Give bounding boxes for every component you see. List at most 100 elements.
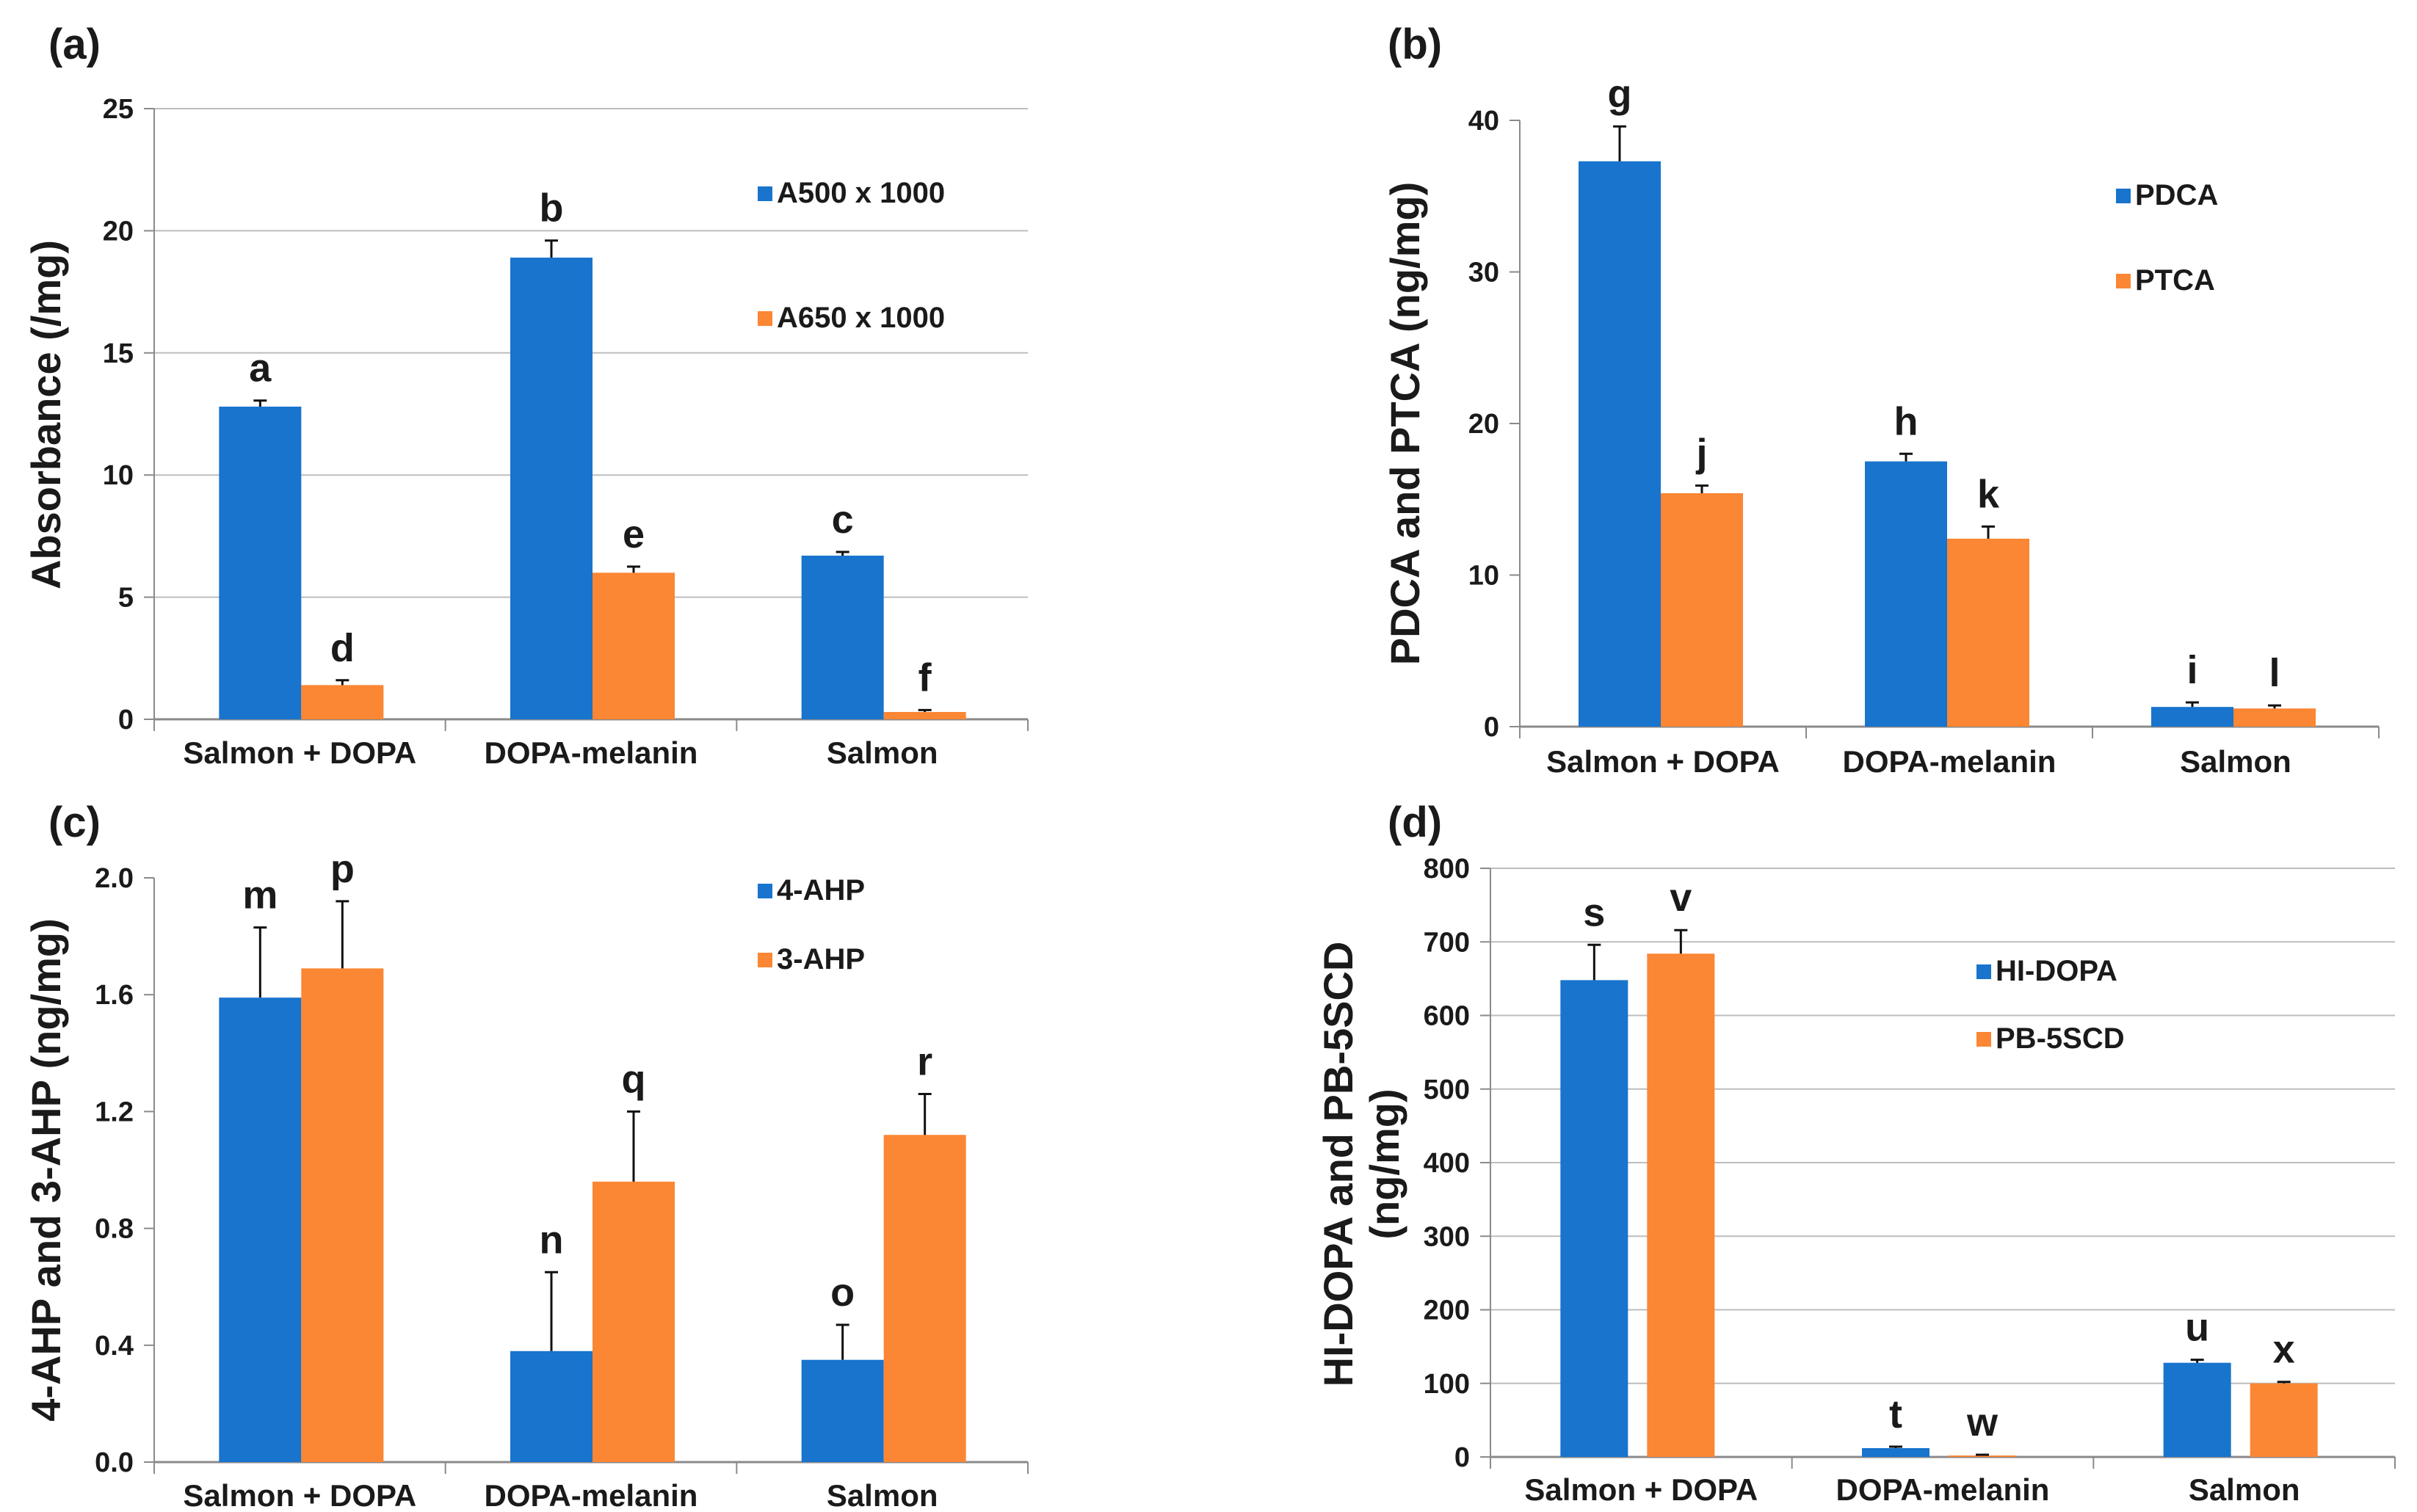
x-tick-label: DOPA-melanin bbox=[485, 1478, 698, 1512]
y-tick-label: 0 bbox=[1484, 712, 1499, 743]
legend-label: 3-AHP bbox=[777, 943, 865, 975]
significance-letter: c bbox=[832, 498, 854, 542]
y-tick-label: 10 bbox=[103, 460, 134, 491]
significance-letter: m bbox=[242, 873, 278, 917]
legend-label: A650 x 1000 bbox=[777, 302, 945, 334]
legend-swatch bbox=[758, 186, 772, 201]
y-tick-label: 800 bbox=[1424, 854, 1470, 884]
y-tick-label: 25 bbox=[103, 94, 134, 125]
y-tick-label: 20 bbox=[1468, 409, 1499, 440]
legend-label: HI-DOPA bbox=[1996, 955, 2117, 987]
y-tick-label: 700 bbox=[1424, 927, 1470, 958]
bar bbox=[510, 258, 593, 719]
chart-panel-d: (d) 0 100 200 300 400 500 600 700 800 Salmon + DOP… bbox=[1315, 799, 2396, 1507]
y-tick-label: 10 bbox=[1468, 561, 1499, 592]
legend-label: PTCA bbox=[2135, 264, 2215, 297]
significance-letter: a bbox=[249, 346, 272, 390]
bar bbox=[1949, 1455, 2016, 1457]
y-tick-label: 400 bbox=[1424, 1148, 1470, 1179]
y-tick-label: 200 bbox=[1424, 1295, 1470, 1326]
y-tick-label: 0.4 bbox=[95, 1331, 134, 1362]
x-tick-label: Salmon + DOPA bbox=[183, 735, 416, 770]
y-tick-label: 15 bbox=[103, 338, 134, 369]
y-tick-label: 0.8 bbox=[95, 1214, 134, 1245]
x-tick-label: Salmon bbox=[827, 1478, 938, 1512]
bar bbox=[883, 1135, 966, 1462]
panel-label: (b) bbox=[1388, 21, 1442, 68]
legend-swatch bbox=[758, 311, 772, 326]
x-tick-label: DOPA-melanin bbox=[1836, 1472, 2050, 1507]
bar bbox=[510, 1351, 593, 1462]
significance-letter: b bbox=[540, 186, 564, 230]
y-axis-label: Absorbance (/mg) bbox=[23, 240, 69, 589]
significance-letter: l bbox=[2269, 651, 2280, 695]
significance-letter: x bbox=[2273, 1328, 2295, 1372]
y-tick-label: 1.6 bbox=[95, 980, 134, 1011]
significance-letter: i bbox=[2186, 648, 2197, 692]
bar bbox=[883, 712, 966, 719]
x-tick-label: Salmon + DOPA bbox=[1546, 744, 1780, 779]
x-tick-label: DOPA-melanin bbox=[485, 735, 698, 770]
chart-panel-c: (c) 0.0 0.4 0.8 1.2 1.6 2.0 Salmon + DOPA DOPA-m… bbox=[23, 799, 1029, 1512]
bar bbox=[1560, 980, 1628, 1457]
bar bbox=[219, 407, 302, 719]
panel-label: (d) bbox=[1388, 799, 1442, 846]
legend-swatch bbox=[2116, 274, 2131, 288]
legend-label: PB-5SCD bbox=[1996, 1022, 2125, 1055]
bar bbox=[2151, 707, 2233, 727]
chart-panel-a: (a) 0 5 10 15 20 25 Salmon + DOPA DOPA-melanin Sa… bbox=[23, 21, 1029, 770]
legend-swatch bbox=[1976, 964, 1991, 979]
x-tick-label: Salmon bbox=[2189, 1472, 2300, 1507]
bar bbox=[1947, 538, 2029, 727]
y-tick-label: 0 bbox=[118, 705, 134, 735]
y-axis-label: (ng/mg) bbox=[1361, 1088, 1407, 1239]
significance-letter: o bbox=[830, 1271, 855, 1315]
legend-swatch bbox=[1976, 1032, 1991, 1047]
bar bbox=[1661, 493, 1743, 727]
significance-letter: t bbox=[1889, 1392, 1902, 1436]
significance-letter: q bbox=[622, 1057, 646, 1101]
x-tick-label: Salmon + DOPA bbox=[1524, 1472, 1758, 1507]
legend-label: 4-AHP bbox=[777, 874, 865, 906]
bar bbox=[301, 685, 384, 719]
significance-letter: r bbox=[917, 1040, 932, 1084]
panel-label: (a) bbox=[48, 21, 101, 68]
significance-letter: k bbox=[1977, 472, 2000, 516]
bar bbox=[593, 1181, 675, 1462]
x-tick-label: Salmon bbox=[2180, 744, 2291, 779]
legend-label: PDCA bbox=[2135, 179, 2218, 211]
significance-letter: s bbox=[1583, 890, 1605, 934]
bar bbox=[801, 1359, 884, 1462]
bar bbox=[1579, 161, 1661, 727]
x-tick-label: DOPA-melanin bbox=[1843, 744, 2057, 779]
significance-letter: u bbox=[2185, 1306, 2209, 1350]
y-tick-label: 300 bbox=[1424, 1221, 1470, 1252]
panel-label: (c) bbox=[48, 799, 101, 846]
y-tick-label: 0 bbox=[1454, 1442, 1470, 1473]
y-tick-label: 1.2 bbox=[95, 1097, 134, 1127]
bar bbox=[2163, 1362, 2231, 1457]
significance-letter: w bbox=[1966, 1400, 1999, 1444]
y-tick-label: 40 bbox=[1468, 106, 1499, 137]
bar bbox=[219, 997, 302, 1462]
legend-swatch bbox=[2116, 189, 2131, 203]
bar bbox=[301, 968, 384, 1462]
significance-letter: j bbox=[1695, 432, 1707, 476]
significance-letter: v bbox=[1670, 876, 1692, 920]
y-axis-label: HI-DOPA and PB-5SCD bbox=[1315, 942, 1361, 1387]
bar bbox=[1647, 953, 1715, 1457]
legend-label: A500 x 1000 bbox=[777, 177, 945, 209]
significance-letter: d bbox=[330, 626, 355, 670]
y-tick-label: 600 bbox=[1424, 1001, 1470, 1032]
bar bbox=[2233, 708, 2316, 727]
x-tick-label: Salmon + DOPA bbox=[183, 1478, 416, 1512]
chart-panel-b: (b) 0 10 20 30 40 Salmon + DOPA DOPA-melanin Sal… bbox=[1382, 21, 2380, 779]
y-tick-label: 0.0 bbox=[95, 1447, 134, 1478]
y-tick-label: 2.0 bbox=[95, 863, 134, 894]
x-tick-label: Salmon bbox=[827, 735, 938, 770]
significance-letter: f bbox=[918, 655, 932, 699]
bar bbox=[1865, 461, 1947, 727]
bar bbox=[593, 573, 675, 719]
y-axis-label: PDCA and PTCA (ng/mg) bbox=[1382, 182, 1428, 665]
